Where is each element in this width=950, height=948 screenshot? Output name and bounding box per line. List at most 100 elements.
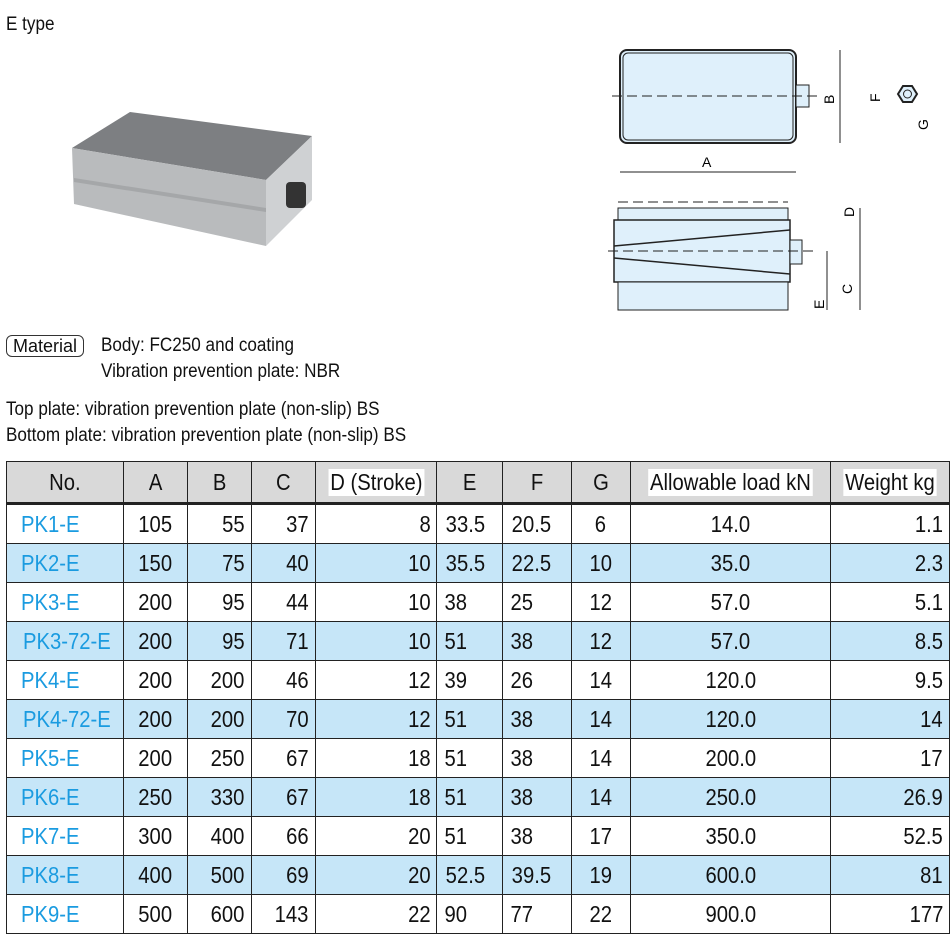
- table-cell: 20: [314, 855, 438, 895]
- table-cell: 35.0: [630, 543, 832, 583]
- table-cell: 12: [570, 621, 632, 661]
- table-cell: 177: [830, 894, 950, 934]
- table-cell: 10: [314, 543, 438, 583]
- product-link[interactable]: PK2-E: [6, 543, 124, 583]
- table-cell: 14: [570, 738, 632, 778]
- table-cell: 38: [436, 582, 504, 622]
- table-cell: 52.5: [830, 816, 950, 856]
- table-row: PK5-E 200 250 67 18 51 38 14 200.0 17: [6, 738, 950, 778]
- table-cell: 26.9: [830, 777, 950, 817]
- table-cell: 69: [250, 855, 316, 895]
- column-header: Weight kg: [830, 461, 950, 505]
- table-cell: 39.5: [502, 855, 572, 895]
- table-row: PK7-E 300 400 66 20 51 38 17 350.0 52.5: [6, 816, 950, 856]
- table-row: PK3-72-E 200 95 71 10 51 38 12 57.0 8.5: [6, 621, 950, 661]
- table-row: PK6-E 250 330 67 18 51 38 14 250.0 26.9: [6, 777, 950, 817]
- column-header: C: [250, 461, 316, 505]
- table-cell: 57.0: [630, 582, 832, 622]
- table-cell: 5.1: [830, 582, 950, 622]
- table-cell: 250: [122, 777, 188, 817]
- product-link[interactable]: PK4-72-E: [6, 699, 124, 739]
- table-cell: 8.5: [830, 621, 950, 661]
- table-cell: 120.0: [630, 699, 832, 739]
- table-cell: 120.0: [630, 660, 832, 700]
- table-cell: 10: [314, 582, 438, 622]
- material-body: Body: FC250 and coating: [101, 335, 294, 356]
- table-cell: 81: [830, 855, 950, 895]
- product-link[interactable]: PK3-72-E: [6, 621, 124, 661]
- table-cell: 200.0: [630, 738, 832, 778]
- table-cell: 38: [502, 699, 572, 739]
- table-cell: 18: [314, 738, 438, 778]
- table-cell: 200: [122, 582, 188, 622]
- table-cell: 200: [122, 621, 188, 661]
- table-cell: 18: [314, 777, 438, 817]
- table-cell: 200: [122, 660, 188, 700]
- table-cell: 14: [570, 699, 632, 739]
- table-cell: 105: [122, 503, 188, 544]
- table-cell: 25: [502, 582, 572, 622]
- product-photo: [72, 112, 312, 246]
- table-cell: 500: [186, 855, 252, 895]
- product-link[interactable]: PK9-E: [6, 894, 124, 934]
- table-cell: 19: [570, 855, 632, 895]
- note-top-plate: Top plate: vibration prevention plate (n…: [6, 399, 380, 420]
- dimension-drawing: A B F G C E D: [608, 49, 931, 311]
- table-cell: 22: [570, 894, 632, 934]
- table-row: PK9-E 500 600 143 22 90 77 22 900.0 177: [6, 894, 950, 934]
- note-bottom-plate: Bottom plate: vibration prevention plate…: [6, 425, 407, 446]
- table-cell: 26: [502, 660, 572, 700]
- product-link[interactable]: PK5-E: [6, 738, 124, 778]
- spec-table: No. A B C D (Stroke) E F G Allowable load kN Weig…: [6, 461, 950, 934]
- table-cell: 200: [122, 738, 188, 778]
- table-cell: 51: [436, 777, 504, 817]
- table-cell: 46: [250, 660, 316, 700]
- table-cell: 95: [186, 582, 252, 622]
- column-header: G: [570, 461, 632, 505]
- product-link[interactable]: PK3-E: [6, 582, 124, 622]
- table-cell: 38: [502, 738, 572, 778]
- table-cell: 14: [830, 699, 950, 739]
- table-cell: 38: [502, 621, 572, 661]
- table-cell: 600: [186, 894, 252, 934]
- table-cell: 20: [314, 816, 438, 856]
- table-row: PK3-E 200 95 44 10 38 25 12 57.0 5.1: [6, 582, 950, 622]
- label-d: D: [841, 207, 857, 217]
- column-header: A: [122, 461, 188, 505]
- table-cell: 600.0: [630, 855, 832, 895]
- table-row: PK4-E 200 200 46 12 39 26 14 120.0 9.5: [6, 660, 950, 700]
- section-title: E type: [6, 14, 55, 35]
- table-cell: 500: [122, 894, 188, 934]
- table-cell: 14: [570, 777, 632, 817]
- table-cell: 22: [314, 894, 438, 934]
- label-e: E: [811, 300, 827, 309]
- table-cell: 250.0: [630, 777, 832, 817]
- column-header: B: [186, 461, 252, 505]
- product-link[interactable]: PK7-E: [6, 816, 124, 856]
- table-cell: 40: [250, 543, 316, 583]
- table-row: PK4-72-E 200 200 70 12 51 38 14 120.0 14: [6, 699, 950, 739]
- product-link[interactable]: PK1-E: [6, 503, 124, 544]
- table-row: PK1-E 105 55 37 8 33.5 20.5 6 14.0 1.1: [6, 503, 950, 544]
- material-plate: Vibration prevention plate: NBR: [101, 361, 341, 382]
- table-cell: 35.5: [436, 543, 504, 583]
- table-cell: 2.3: [830, 543, 950, 583]
- table-cell: 51: [436, 816, 504, 856]
- table-row: PK2-E 150 75 40 10 35.5 22.5 10 35.0 2.3: [6, 543, 950, 583]
- table-cell: 6: [570, 503, 632, 544]
- label-b: B: [821, 95, 837, 104]
- table-cell: 38: [502, 777, 572, 817]
- product-link[interactable]: PK6-E: [6, 777, 124, 817]
- table-cell: 52.5: [436, 855, 504, 895]
- table-cell: 44: [250, 582, 316, 622]
- table-cell: 200: [122, 699, 188, 739]
- table-cell: 55: [186, 503, 252, 544]
- table-cell: 22.5: [502, 543, 572, 583]
- table-cell: 51: [436, 621, 504, 661]
- table-cell: 8: [314, 503, 438, 544]
- table-cell: 17: [570, 816, 632, 856]
- table-cell: 14.0: [630, 503, 832, 544]
- product-link[interactable]: PK4-E: [6, 660, 124, 700]
- product-link[interactable]: PK8-E: [6, 855, 124, 895]
